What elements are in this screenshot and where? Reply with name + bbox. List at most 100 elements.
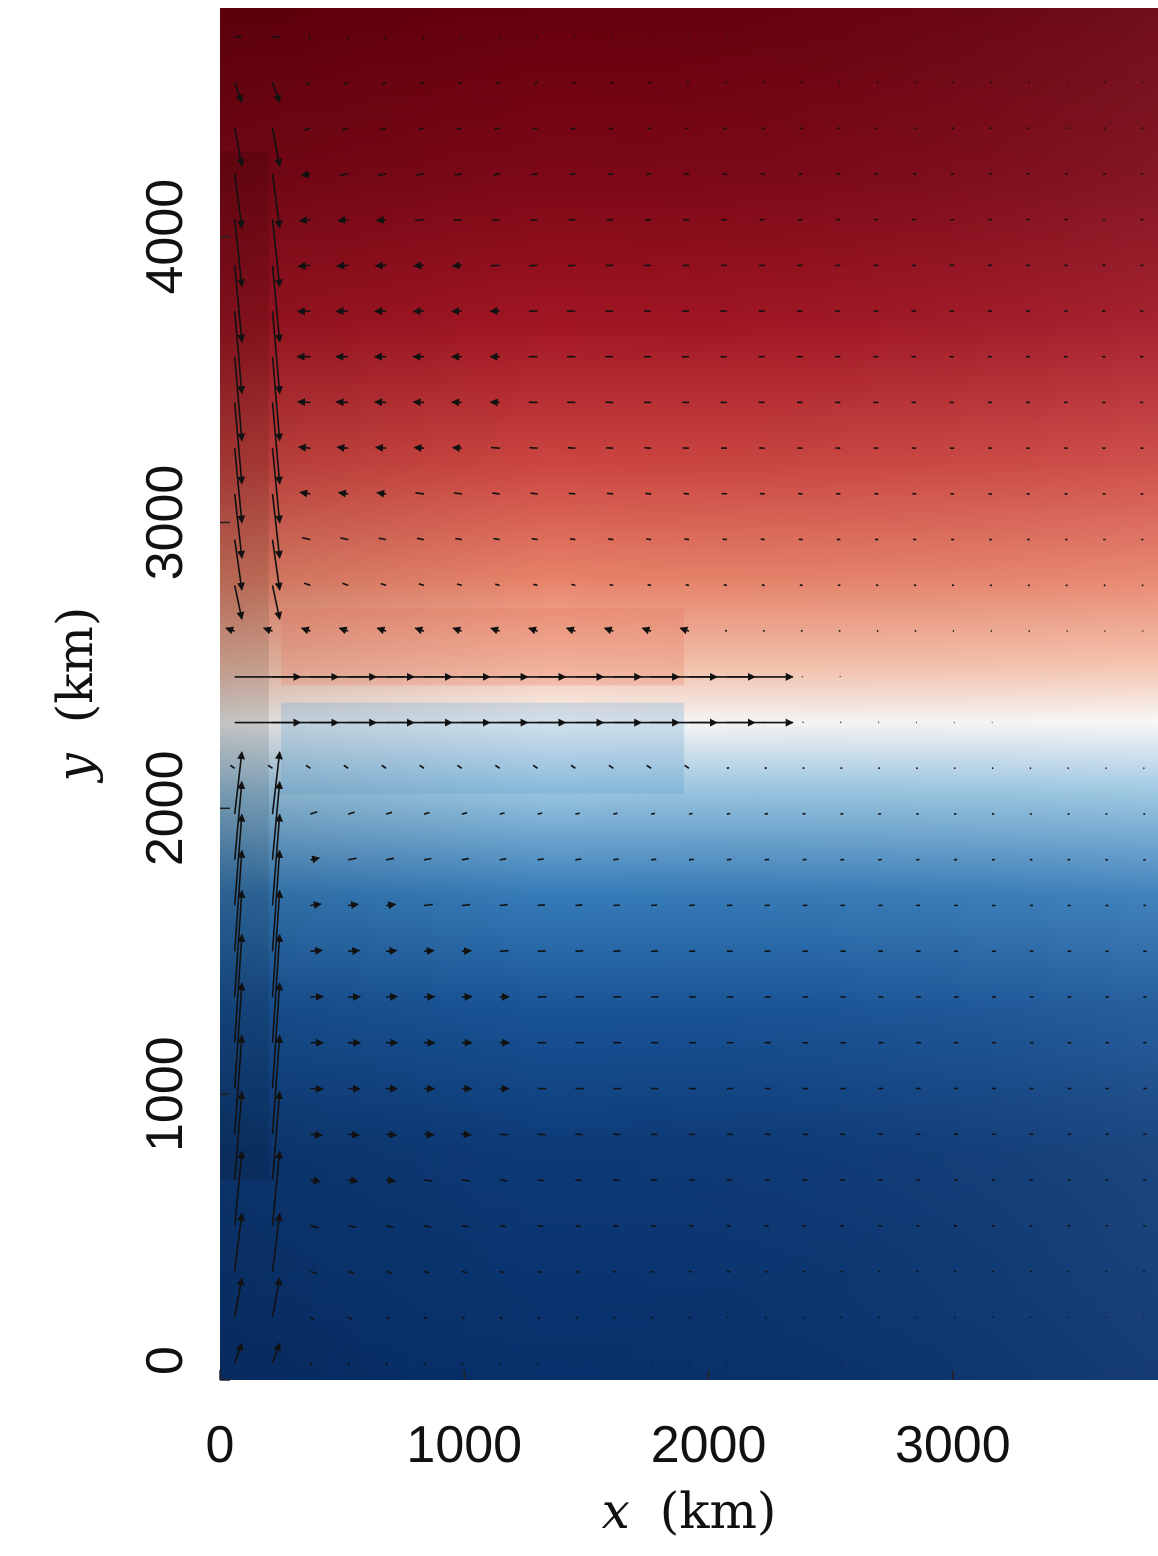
quiver-arrow bbox=[490, 626, 500, 635]
quiver-arrow bbox=[613, 812, 618, 815]
quiver-arrow bbox=[685, 127, 690, 130]
quiver-arrow bbox=[385, 1362, 388, 1366]
quiver-arrow bbox=[271, 1212, 283, 1272]
quiver-arrow bbox=[688, 1179, 695, 1182]
quiver-arrow bbox=[461, 857, 469, 861]
quiver-arrow bbox=[347, 811, 355, 815]
quiver-arrow bbox=[461, 1362, 464, 1365]
quiver-arrow bbox=[802, 1316, 805, 1319]
quiver-arrow bbox=[764, 1316, 767, 1319]
quiver-arrow bbox=[310, 1084, 324, 1093]
quiver-arrow bbox=[685, 583, 690, 587]
quiver-arrow bbox=[575, 1224, 582, 1228]
x-tick-label: 1000 bbox=[406, 1416, 522, 1474]
quiver-arrow bbox=[347, 1270, 355, 1275]
quiver-arrow bbox=[565, 626, 576, 635]
y-tick-label: 1000 bbox=[136, 1036, 194, 1152]
quiver-arrow bbox=[385, 1176, 396, 1185]
quiver-arrow bbox=[342, 582, 349, 587]
quiver-arrow bbox=[651, 1179, 658, 1182]
quiver-arrow bbox=[499, 1270, 505, 1274]
quiver-arrow bbox=[233, 1342, 244, 1364]
quiver-arrow bbox=[423, 1179, 433, 1182]
quiver-arrow bbox=[336, 261, 349, 270]
quiver-arrow bbox=[801, 35, 804, 38]
quiver-arrow bbox=[413, 261, 425, 270]
quiver-arrow bbox=[724, 629, 728, 632]
quiver-arrow bbox=[385, 1316, 390, 1320]
quiver-arrow bbox=[271, 751, 283, 815]
quiver-arrow bbox=[688, 858, 694, 861]
quiver-arrow bbox=[456, 583, 463, 587]
quiver-arrow bbox=[423, 947, 435, 956]
quiver-arrow bbox=[348, 857, 357, 861]
quiver-arrow bbox=[234, 35, 242, 38]
quiver-arrow bbox=[376, 626, 387, 635]
jet-upper-lobe bbox=[281, 608, 685, 686]
quiver-arrow bbox=[644, 218, 652, 221]
quiver-arrow bbox=[609, 583, 614, 587]
quiver-arrow bbox=[726, 1362, 729, 1364]
quiver-arrow bbox=[651, 1224, 656, 1228]
quiver-arrow bbox=[569, 538, 576, 541]
boundary-current-band bbox=[220, 150, 269, 1180]
quiver-arrow bbox=[453, 492, 462, 495]
quiver-arrow bbox=[531, 537, 538, 541]
quiver-arrow bbox=[337, 489, 349, 498]
quiver-arrow bbox=[233, 585, 245, 620]
quiver-arrow bbox=[800, 81, 803, 84]
quiver-arrow bbox=[233, 1034, 246, 1135]
quiver-arrow bbox=[419, 764, 425, 769]
quiver-arrow bbox=[271, 780, 284, 860]
quiver-arrow bbox=[378, 173, 387, 177]
quiver-arrow bbox=[233, 1212, 245, 1272]
quiver-arrow bbox=[297, 261, 311, 270]
quiver-arrow bbox=[648, 81, 652, 84]
quiver-arrow bbox=[537, 1133, 546, 1136]
quiver-arrow bbox=[233, 310, 246, 395]
quiver-arrow bbox=[684, 764, 690, 769]
quiver-arrow bbox=[612, 1362, 615, 1365]
quiver-arrow bbox=[764, 1362, 766, 1364]
quiver-arrow bbox=[688, 1316, 692, 1319]
quiver-arrow bbox=[461, 1179, 470, 1182]
quiver-arrow bbox=[537, 858, 544, 861]
quiver-arrow bbox=[233, 173, 245, 229]
quiver-arrow bbox=[799, 127, 803, 130]
quiver-arrow bbox=[305, 764, 311, 769]
quiver-arrow bbox=[455, 537, 462, 541]
quiver-arrow bbox=[530, 492, 538, 495]
quiver-arrow bbox=[799, 584, 803, 587]
quiver-arrow bbox=[763, 675, 766, 678]
quiver-arrow bbox=[613, 858, 619, 861]
quiver-arrow bbox=[802, 721, 804, 724]
quiver-arrow bbox=[608, 764, 614, 769]
y-tick-label: 3000 bbox=[136, 465, 194, 581]
quiver-arrow bbox=[573, 36, 576, 39]
quiver-arrow bbox=[839, 1362, 842, 1364]
quiver-arrow bbox=[461, 903, 471, 907]
quiver-arrow bbox=[378, 537, 387, 541]
quiver-arrow bbox=[723, 584, 728, 587]
quiver-arrow bbox=[613, 1179, 620, 1182]
quiver-arrow bbox=[726, 1316, 729, 1319]
quiver-arrow bbox=[310, 1224, 319, 1229]
quiver-arrow bbox=[499, 949, 509, 953]
quiver-arrow bbox=[309, 1316, 315, 1321]
quiver-arrow bbox=[537, 950, 546, 953]
quiver-arrow bbox=[537, 1270, 543, 1274]
quiver-arrow bbox=[461, 1224, 469, 1228]
quiver-arrow bbox=[453, 218, 462, 222]
quiver-arrow bbox=[348, 1130, 360, 1139]
quiver-arrow bbox=[494, 764, 501, 769]
quiver-arrow bbox=[534, 81, 538, 85]
quiver-arrow bbox=[537, 904, 545, 907]
quiver-arrow bbox=[684, 173, 690, 176]
quiver-arrow bbox=[723, 127, 728, 130]
quiver-arrows bbox=[225, 35, 1147, 1366]
quiver-arrow bbox=[646, 764, 652, 769]
x-tick-label: 3000 bbox=[895, 1416, 1011, 1474]
quiver-arrow bbox=[498, 1362, 502, 1365]
quiver-arrow bbox=[423, 1316, 428, 1320]
